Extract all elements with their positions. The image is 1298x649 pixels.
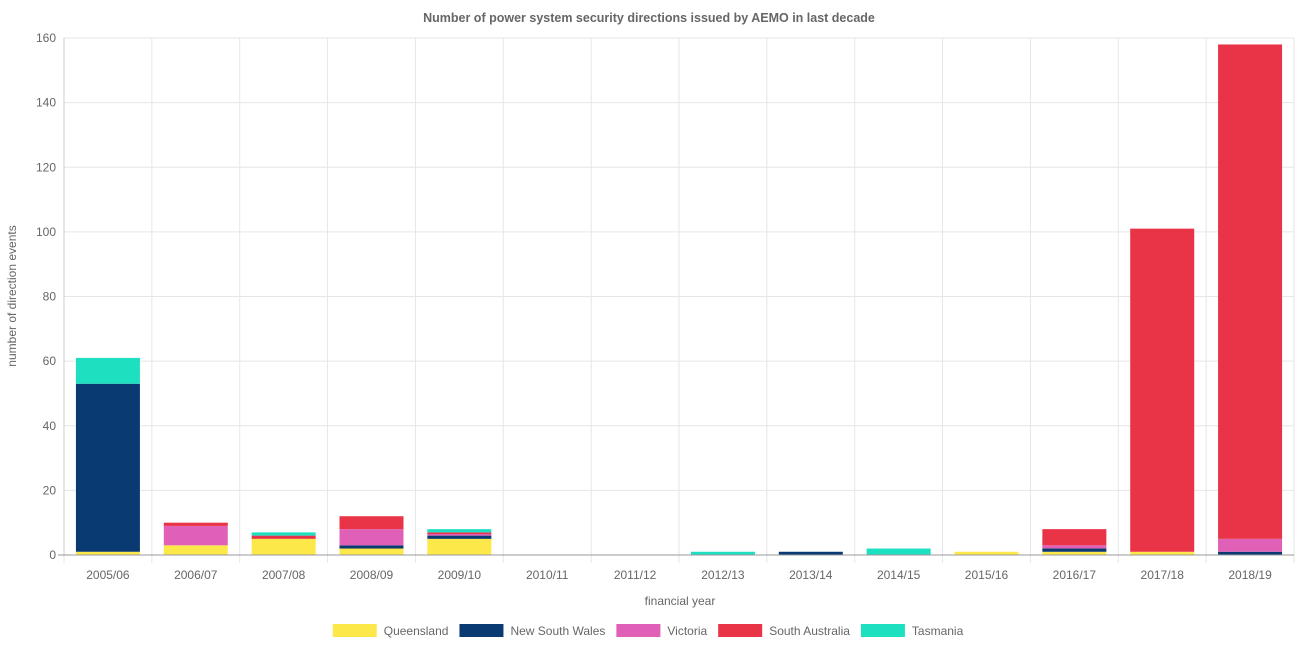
bar-segment bbox=[1042, 551, 1107, 555]
bar-segment bbox=[251, 535, 316, 539]
x-tick-label: 2016/17 bbox=[1053, 568, 1097, 582]
x-tick-label: 2014/15 bbox=[877, 568, 921, 582]
bar-segment bbox=[1218, 551, 1283, 555]
x-tick-label: 2006/07 bbox=[174, 568, 218, 582]
x-tick-labels: 2005/06 2006/07 2007/08 2008/09 2009/10 2010/… bbox=[86, 568, 1272, 582]
x-tick-label: 2011/12 bbox=[614, 568, 657, 582]
x-tick-label: 2010/11 bbox=[526, 568, 569, 582]
bar-segment bbox=[1042, 548, 1107, 552]
bar-segment bbox=[339, 548, 404, 555]
y-tick-label: 80 bbox=[43, 290, 57, 304]
legend-label: Queensland bbox=[384, 624, 449, 638]
legend-swatch bbox=[860, 624, 905, 637]
x-tick-label: 2005/06 bbox=[86, 568, 130, 582]
x-tick-label: 2013/14 bbox=[789, 568, 833, 582]
bar-segment bbox=[339, 529, 404, 546]
bar-segment bbox=[954, 551, 1019, 555]
y-tick-label: 160 bbox=[36, 31, 56, 45]
bar-segment bbox=[427, 538, 492, 555]
bar-segment bbox=[1042, 529, 1107, 546]
x-tick-label: 2007/08 bbox=[262, 568, 306, 582]
bar-segment bbox=[163, 545, 228, 555]
x-tick-label: 2009/10 bbox=[438, 568, 482, 582]
bar-segment bbox=[690, 551, 755, 555]
x-tick-label: 2018/19 bbox=[1228, 568, 1272, 582]
y-tick-label: 40 bbox=[43, 419, 57, 433]
axes bbox=[58, 38, 1294, 556]
legend-swatch bbox=[459, 624, 504, 637]
x-tick-label: 2017/18 bbox=[1141, 568, 1185, 582]
bar-segment bbox=[427, 529, 492, 533]
legend-label: New South Wales bbox=[510, 624, 605, 638]
legend-swatch bbox=[332, 624, 377, 637]
x-axis-label: financial year bbox=[645, 594, 716, 608]
y-tick-label: 0 bbox=[49, 548, 56, 562]
bar-segment bbox=[1218, 44, 1283, 539]
bar-segment bbox=[427, 535, 492, 539]
y-tick-label: 140 bbox=[36, 96, 56, 110]
y-tick-label: 60 bbox=[43, 354, 57, 368]
legend-swatch bbox=[718, 624, 763, 637]
bar-segment bbox=[339, 516, 404, 530]
legend: Queensland New South Wales Victoria South A… bbox=[332, 624, 964, 638]
bar-segment bbox=[427, 533, 492, 536]
y-tick-label: 20 bbox=[43, 483, 57, 497]
bar-segment bbox=[1218, 538, 1283, 552]
bar-segment bbox=[251, 538, 316, 555]
y-tick-label: 100 bbox=[36, 225, 56, 239]
bar-segment bbox=[1130, 551, 1195, 555]
chart-title: Number of power system security directio… bbox=[423, 11, 875, 25]
y-tick-labels: 0 20 40 60 80 100 120 140 160 bbox=[36, 31, 56, 562]
x-tick-label: 2008/09 bbox=[350, 568, 394, 582]
legend-label: Tasmania bbox=[912, 624, 964, 638]
bar-segment bbox=[75, 551, 140, 555]
legend-label: South Australia bbox=[769, 624, 850, 638]
bar-segment bbox=[75, 383, 140, 552]
y-tick-label: 120 bbox=[36, 160, 56, 174]
bar-segment bbox=[339, 545, 404, 549]
bar-segment bbox=[1130, 228, 1195, 552]
x-tick-label: 2012/13 bbox=[701, 568, 745, 582]
bar-segment bbox=[778, 551, 843, 555]
bar-segment bbox=[1042, 545, 1107, 549]
grid bbox=[63, 37, 1295, 563]
bar-segment bbox=[251, 532, 316, 536]
bar-segment bbox=[427, 532, 492, 534]
bar-segment bbox=[75, 357, 140, 384]
legend-label: Victoria bbox=[667, 624, 707, 638]
legend-swatch bbox=[616, 624, 661, 637]
bar-segment bbox=[163, 525, 228, 546]
y-axis-label: number of direction events bbox=[5, 225, 19, 366]
bar-segment bbox=[866, 548, 931, 555]
bars bbox=[75, 44, 1283, 555]
x-tick-label: 2015/16 bbox=[965, 568, 1009, 582]
bar-segment bbox=[163, 522, 228, 526]
